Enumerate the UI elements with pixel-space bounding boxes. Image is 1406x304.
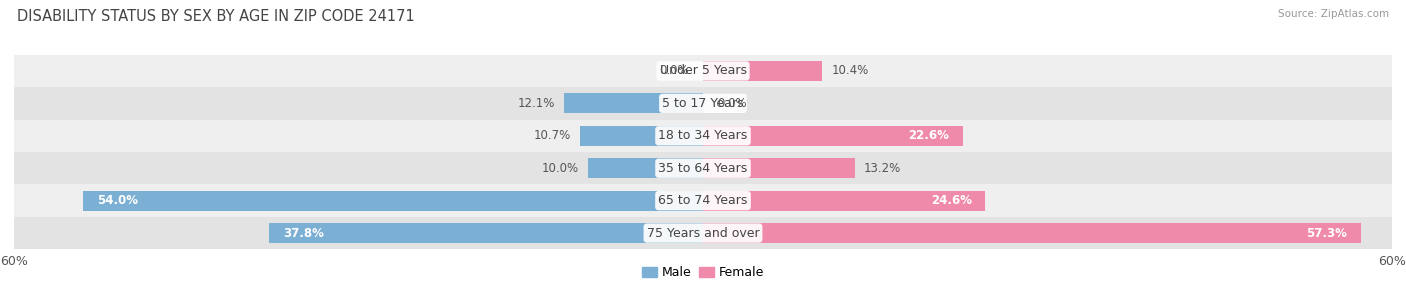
Bar (703, 191, 986, 211)
Text: 10.0%: 10.0% (541, 162, 579, 175)
Text: 10.7%: 10.7% (534, 129, 571, 142)
Bar (14, 152, 1392, 185)
Text: 0.0%: 0.0% (659, 64, 689, 78)
Bar (83, 191, 703, 211)
Bar (14, 55, 1392, 87)
Text: DISABILITY STATUS BY SEX BY AGE IN ZIP CODE 24171: DISABILITY STATUS BY SEX BY AGE IN ZIP C… (17, 9, 415, 24)
Text: 65 to 74 Years: 65 to 74 Years (658, 194, 748, 207)
Bar (564, 93, 703, 113)
Bar (14, 185, 1392, 217)
Text: 24.6%: 24.6% (931, 194, 972, 207)
Bar (269, 223, 703, 243)
Text: 13.2%: 13.2% (863, 162, 901, 175)
Bar (588, 158, 703, 178)
Bar (703, 126, 963, 146)
Text: 37.8%: 37.8% (283, 226, 323, 240)
Text: 22.6%: 22.6% (908, 129, 949, 142)
Text: Source: ZipAtlas.com: Source: ZipAtlas.com (1278, 9, 1389, 19)
Legend: Male, Female: Male, Female (637, 261, 769, 284)
Text: 5 to 17 Years: 5 to 17 Years (662, 97, 744, 110)
Bar (14, 87, 1392, 119)
Text: 12.1%: 12.1% (517, 97, 555, 110)
Bar (703, 223, 1361, 243)
Bar (14, 217, 1392, 249)
Text: 0.0%: 0.0% (717, 97, 747, 110)
Bar (703, 61, 823, 81)
Text: Under 5 Years: Under 5 Years (659, 64, 747, 78)
Text: 10.4%: 10.4% (831, 64, 869, 78)
Bar (703, 158, 855, 178)
Bar (14, 119, 1392, 152)
Text: 35 to 64 Years: 35 to 64 Years (658, 162, 748, 175)
Text: 54.0%: 54.0% (97, 194, 138, 207)
Text: 75 Years and over: 75 Years and over (647, 226, 759, 240)
Text: 57.3%: 57.3% (1306, 226, 1347, 240)
Bar (581, 126, 703, 146)
Text: 18 to 34 Years: 18 to 34 Years (658, 129, 748, 142)
